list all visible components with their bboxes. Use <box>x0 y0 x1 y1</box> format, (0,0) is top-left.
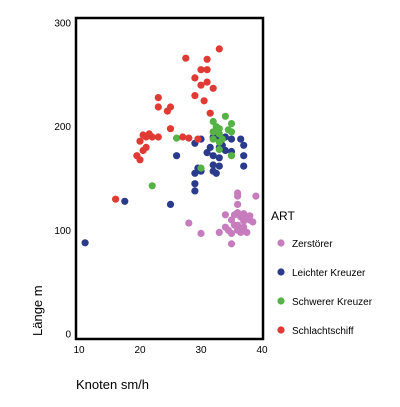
data-point <box>234 189 242 197</box>
legend-marker <box>277 326 285 334</box>
data-point <box>227 128 236 136</box>
data-point <box>237 228 245 236</box>
data-point <box>191 92 199 100</box>
data-point <box>112 195 120 203</box>
data-point <box>240 141 248 149</box>
data-point <box>209 135 217 143</box>
x-axis-title: Knoten sm/h <box>76 377 149 392</box>
data-point <box>191 74 199 82</box>
tick-labels: 10 20 30 40 0 100 200 300 <box>54 19 268 357</box>
plot-frame <box>74 16 265 341</box>
data-points <box>81 45 260 248</box>
data-point <box>234 221 242 229</box>
data-point <box>182 54 190 62</box>
data-point <box>203 78 211 86</box>
data-point <box>218 135 226 143</box>
data-point <box>179 133 187 141</box>
legend-marker <box>277 268 285 276</box>
data-point <box>227 135 236 143</box>
x-tick-label: 30 <box>195 345 207 356</box>
data-point <box>197 229 205 237</box>
data-point <box>215 145 223 154</box>
data-point <box>249 218 257 226</box>
data-point <box>227 229 236 237</box>
data-point <box>252 192 260 200</box>
y-tick-label: 0 <box>65 330 71 341</box>
data-point <box>185 134 193 142</box>
data-point <box>185 219 193 227</box>
x-tick-label: 40 <box>256 345 268 356</box>
data-point <box>136 137 144 145</box>
data-point <box>166 103 175 111</box>
data-point <box>215 125 223 133</box>
data-point <box>148 182 156 190</box>
data-point <box>191 180 199 188</box>
data-point <box>203 149 211 157</box>
legend-marker <box>277 297 285 305</box>
data-point <box>246 212 254 220</box>
data-point <box>227 240 236 248</box>
data-point <box>227 216 236 224</box>
data-point <box>154 94 162 102</box>
data-point <box>209 152 217 160</box>
data-point <box>243 228 251 236</box>
data-point <box>209 84 217 92</box>
data-point <box>81 239 89 247</box>
legend-label: Leichter Kreuzer <box>292 268 366 279</box>
data-point <box>166 125 175 133</box>
data-point <box>154 133 162 141</box>
data-point <box>197 164 205 172</box>
legend-title: ART <box>271 209 295 223</box>
legend-label: Schlachtschiff <box>292 326 354 337</box>
data-point <box>200 97 208 105</box>
data-point <box>206 109 214 117</box>
data-point <box>173 134 181 142</box>
data-point <box>206 143 214 151</box>
legend: ART Zerstörer Leichter Kreuzer Schwerer Kr… <box>271 209 373 337</box>
legend-marker <box>277 239 285 247</box>
data-point <box>221 112 229 120</box>
data-point <box>215 228 223 236</box>
data-point <box>240 152 248 160</box>
data-point <box>209 117 217 126</box>
data-point <box>194 135 202 143</box>
y-tick-label: 300 <box>54 19 71 30</box>
y-tick-label: 200 <box>54 122 71 133</box>
data-point <box>227 152 236 160</box>
data-point <box>203 55 211 63</box>
data-point <box>121 197 129 205</box>
legend-label: Zerstörer <box>292 239 333 250</box>
x-tick-label: 20 <box>134 345 146 356</box>
data-point <box>148 133 156 141</box>
y-axis-title: Länge m <box>30 285 45 336</box>
data-point <box>240 210 248 218</box>
data-point <box>209 161 217 169</box>
data-point <box>191 187 199 195</box>
legend-label: Schwerer Kreuzer <box>292 297 373 308</box>
data-point <box>136 156 144 164</box>
data-point <box>221 146 229 155</box>
data-point <box>215 130 223 138</box>
data-point <box>240 162 248 170</box>
data-point <box>173 152 181 160</box>
data-point <box>212 169 220 177</box>
data-point <box>154 103 162 111</box>
data-point <box>240 223 248 231</box>
data-point <box>142 143 150 151</box>
data-point <box>197 66 205 74</box>
y-tick-label: 100 <box>54 226 71 237</box>
data-point <box>237 135 245 143</box>
data-point <box>191 169 199 177</box>
data-point <box>166 200 175 208</box>
data-point <box>215 154 223 162</box>
data-point <box>227 120 236 128</box>
data-point <box>215 162 223 170</box>
data-point <box>203 66 211 74</box>
data-point <box>215 45 223 53</box>
x-tick-label: 10 <box>73 345 85 356</box>
data-point <box>221 211 229 219</box>
data-point <box>197 81 205 89</box>
data-point <box>234 200 242 208</box>
